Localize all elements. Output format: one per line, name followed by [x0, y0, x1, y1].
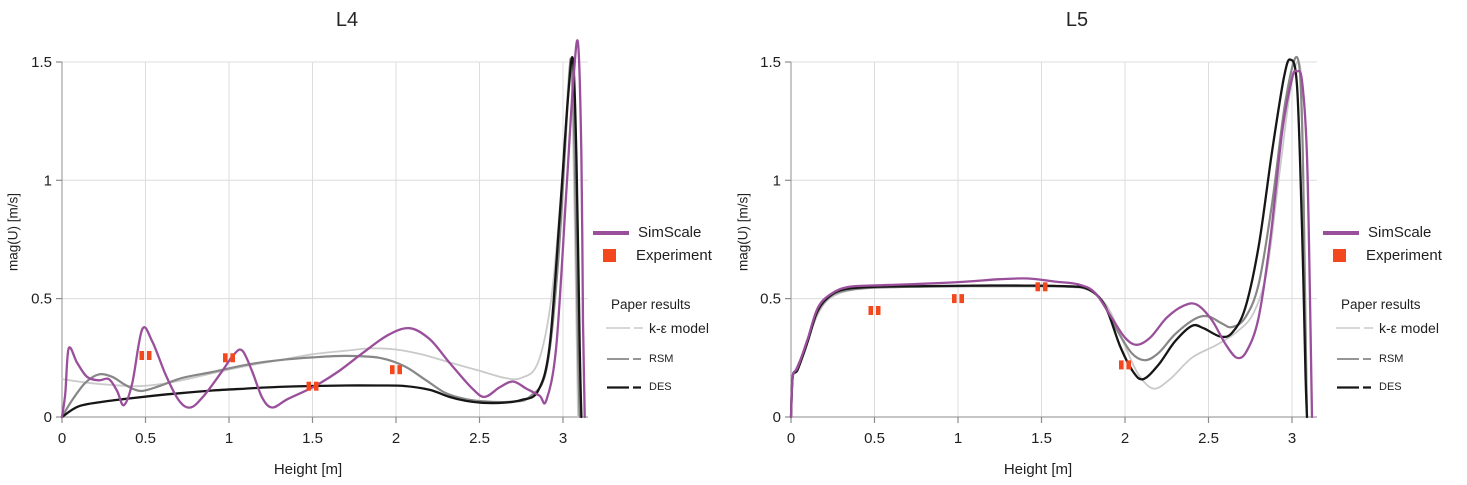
des-line-swatch [607, 385, 645, 389]
des-line-swatch [1337, 385, 1375, 389]
legend-label-k-epsilon: k-ε model [649, 320, 709, 336]
experiment-square-swatch [603, 249, 616, 262]
svg-text:1: 1 [954, 430, 962, 447]
simscale-line-swatch [1323, 230, 1359, 235]
legend-label-simscale: SimScale [1368, 224, 1432, 241]
svg-text:0: 0 [58, 430, 66, 447]
svg-text:2: 2 [392, 430, 400, 447]
legend-label-rsm: RSM [649, 353, 674, 365]
svg-text:0.5: 0.5 [135, 430, 156, 447]
rsm-line-swatch [1337, 358, 1375, 360]
svg-text:2.5: 2.5 [1198, 430, 1219, 447]
svg-text:2: 2 [1121, 430, 1129, 447]
svg-text:2.5: 2.5 [469, 430, 490, 447]
legend-label-des: DES [1379, 381, 1402, 393]
legend-label-experiment: Experiment [636, 247, 712, 264]
legend-paper-results-heading: Paper results [1341, 297, 1421, 312]
svg-text:1: 1 [44, 172, 52, 189]
l4-plot-area: 0 0.5 1 1.5 2 2.5 3 0 0.5 1 1.5 [31, 39, 588, 447]
svg-text:1.5: 1.5 [31, 54, 52, 71]
l5-legend: SimScale Experiment Paper results k-ε mo… [1322, 224, 1467, 409]
svg-text:0.5: 0.5 [31, 291, 52, 308]
svg-text:0: 0 [773, 409, 781, 426]
svg-text:0.5: 0.5 [864, 430, 885, 447]
legend-label-experiment: Experiment [1366, 247, 1442, 264]
legend-item-rsm: RSM [607, 353, 673, 365]
legend-label-simscale: SimScale [638, 224, 702, 241]
legend-label-k-epsilon: k-ε model [1379, 320, 1439, 336]
svg-text:1.5: 1.5 [760, 54, 781, 71]
l5-plot-area: 0 0.5 1 1.5 2 2.5 3 0 0.5 1 1.5 [760, 54, 1317, 447]
svg-text:0: 0 [787, 430, 795, 447]
legend-item-k-epsilon: k-ε model [1336, 320, 1439, 336]
simscale-line-swatch [593, 230, 629, 235]
legend-label-rsm: RSM [1379, 353, 1404, 365]
legend-item-des: DES [1337, 381, 1402, 393]
svg-text:3: 3 [559, 430, 567, 447]
legend-item-experiment: Experiment [603, 247, 712, 264]
svg-text:3: 3 [1288, 430, 1296, 447]
rsm-line-swatch [607, 358, 645, 360]
k-epsilon-line-swatch [606, 327, 646, 329]
experiment-square-swatch [1333, 249, 1346, 262]
l4-title: L4 [335, 9, 359, 31]
svg-text:1: 1 [773, 172, 781, 189]
legend-item-k-epsilon: k-ε model [606, 320, 709, 336]
legend-item-simscale: SimScale [592, 224, 701, 241]
legend-paper-results-heading: Paper results [611, 297, 691, 312]
l5-y-axis-label: mag(U) [m/s] [735, 192, 751, 272]
legend-item-simscale: SimScale [1322, 224, 1431, 241]
legend-item-des: DES [607, 381, 672, 393]
k-epsilon-line-swatch [1336, 327, 1376, 329]
l4-y-axis-label: mag(U) [m/s] [5, 192, 21, 272]
l5-title: L5 [1065, 9, 1089, 31]
svg-text:0: 0 [44, 409, 52, 426]
svg-text:1.5: 1.5 [302, 430, 323, 447]
legend-label-des: DES [649, 381, 672, 393]
legend-item-experiment: Experiment [1333, 247, 1442, 264]
l5-x-axis-label: Height [m] [1003, 461, 1073, 478]
legend-item-rsm: RSM [1337, 353, 1403, 365]
svg-text:0.5: 0.5 [760, 291, 781, 308]
l4-x-axis-label: Height [m] [273, 461, 343, 478]
svg-text:1.5: 1.5 [1031, 430, 1052, 447]
l4-legend: SimScale Experiment Paper results k-ε mo… [592, 224, 752, 409]
svg-text:1: 1 [225, 430, 233, 447]
